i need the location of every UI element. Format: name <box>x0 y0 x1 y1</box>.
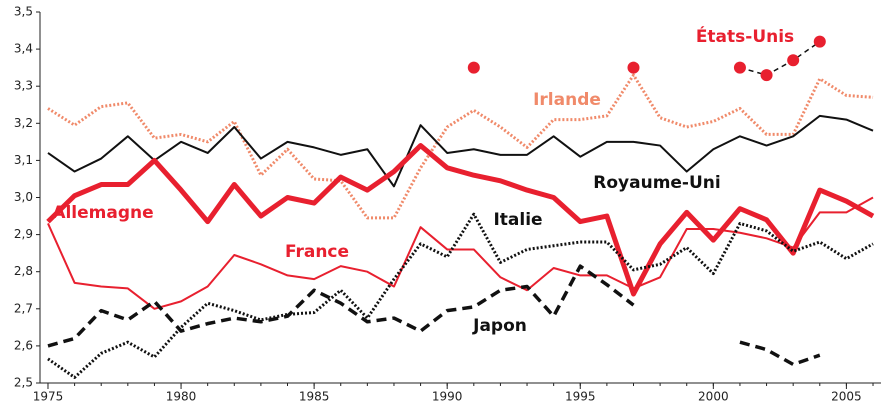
series-line <box>47 196 874 310</box>
y-tick-label: 2,7 <box>14 301 33 315</box>
series-label: Irlande <box>533 90 601 110</box>
y-tick-label: 2,9 <box>14 227 33 241</box>
x-tick-label: 1975 <box>33 390 64 404</box>
series-label: France <box>285 242 349 262</box>
series-line <box>46 143 875 297</box>
y-tick-label: 3,1 <box>14 153 33 167</box>
series-line <box>739 41 821 76</box>
series-line <box>47 114 874 188</box>
y-tick-label: 3,5 <box>14 5 33 19</box>
point <box>813 35 826 48</box>
series-label: Italie <box>493 210 542 230</box>
point <box>760 69 773 82</box>
y-tick-label: 3,3 <box>14 79 33 93</box>
y-tick-label: 2,5 <box>14 376 33 390</box>
series-line <box>47 264 821 367</box>
point <box>467 61 480 74</box>
x-tick-label: 1990 <box>432 390 463 404</box>
y-tick-label: 3,0 <box>14 190 33 204</box>
x-tick-label: 2005 <box>831 390 862 404</box>
series-label: Royaume-Uni <box>593 173 720 193</box>
series-line <box>47 212 874 379</box>
y-tick-label: 3,4 <box>14 42 33 56</box>
x-tick-label: 1995 <box>565 390 596 404</box>
y-tick-label: 3,2 <box>14 116 33 130</box>
point <box>733 61 746 74</box>
series-label: États-Unis <box>696 25 794 47</box>
x-tick-label: 1980 <box>166 390 197 404</box>
series-label: Japon <box>472 316 527 336</box>
point <box>787 54 800 67</box>
series-label: Allemagne <box>52 203 153 223</box>
x-tick-label: 2000 <box>698 390 729 404</box>
y-tick-label: 2,6 <box>14 338 33 352</box>
series-line <box>47 73 874 220</box>
point <box>627 61 640 74</box>
y-tick-label: 2,8 <box>14 264 33 278</box>
x-tick-label: 1985 <box>299 390 330 404</box>
